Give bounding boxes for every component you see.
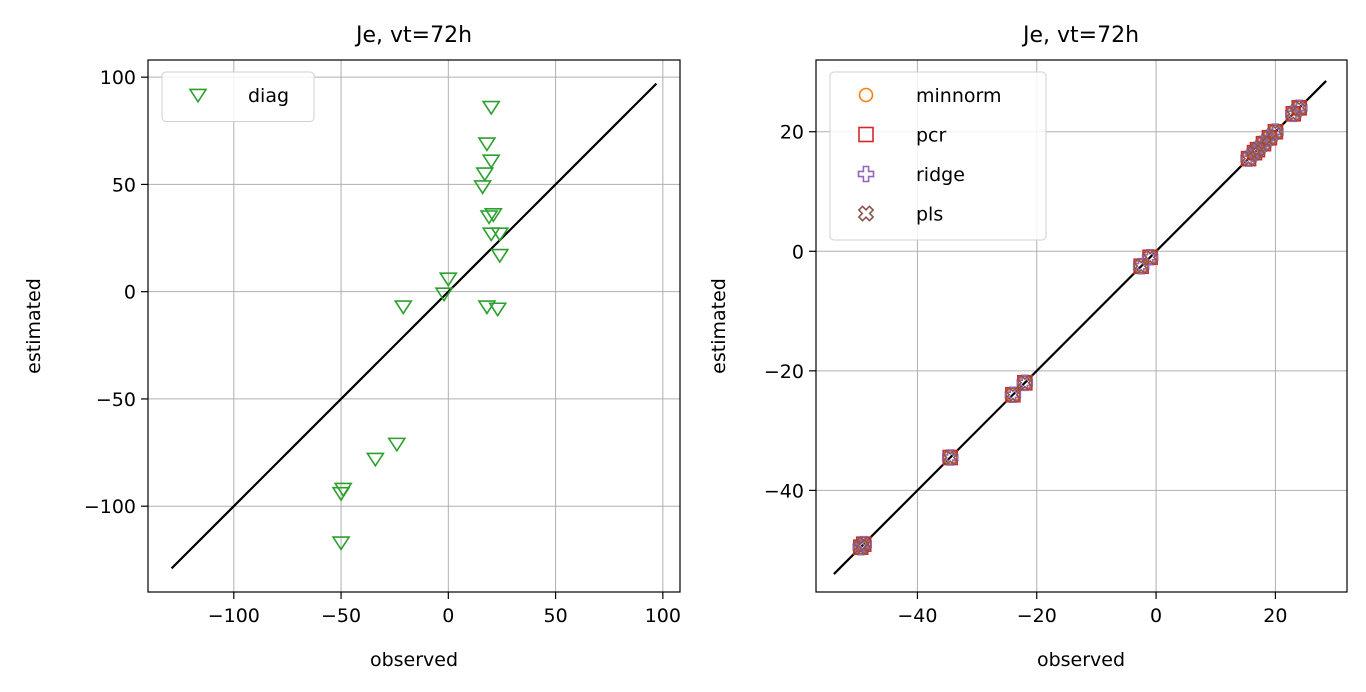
right-x-axis-label: observed — [1037, 649, 1125, 671]
left-chart-title: Je, vt=72h — [354, 23, 472, 48]
right-legend-marker-ridge — [857, 165, 875, 183]
diag-point — [434, 287, 454, 303]
ridge-point — [852, 538, 870, 556]
left-identity-line-path — [170, 82, 658, 570]
left-legend-marker-diag — [188, 88, 208, 104]
ridge-point — [1141, 248, 1159, 266]
right-y-ticks: −40 −20 0 20 — [764, 122, 816, 502]
pls-point — [1016, 374, 1034, 392]
ridge-point — [1132, 257, 1150, 275]
left-x-axis-label: observed — [370, 649, 458, 671]
diag-point — [479, 210, 499, 225]
left-legend-box — [161, 71, 315, 122]
diag-point — [490, 248, 510, 264]
left-legend: diag — [161, 71, 315, 122]
right-x-tick-label: 0 — [1150, 605, 1162, 627]
left-subplot: Je, vt=72h −100 −50 0 50 100 −100 −50 0 50 100 o… — [23, 23, 681, 671]
pls-point — [1132, 257, 1150, 275]
right-legend-label-ridge: ridge — [916, 164, 965, 186]
right-x-tick-label: 20 — [1263, 605, 1287, 627]
diag-point — [477, 300, 497, 315]
left-plot-frame — [147, 59, 681, 593]
left-y-tick-label: 0 — [124, 282, 136, 304]
left-data-points — [331, 100, 510, 551]
left-x-tick-label: 0 — [442, 605, 454, 627]
right-y-axis-label: estimated — [708, 278, 730, 374]
diag-point — [477, 137, 497, 152]
diag-point — [475, 167, 495, 182]
pls-point — [1290, 99, 1308, 117]
right-legend-label-pls: pls — [916, 204, 943, 226]
pls-point — [1141, 248, 1159, 266]
pls-point — [1004, 386, 1022, 404]
right-y-tick-label: −40 — [764, 480, 804, 502]
diag-point — [488, 302, 508, 318]
diag-point — [473, 180, 493, 195]
left-identity-line — [170, 82, 658, 570]
right-chart-title: Je, vt=72h — [1021, 23, 1139, 48]
right-y-tick-label: 0 — [792, 241, 804, 263]
ridge-point — [1016, 374, 1034, 392]
diag-point — [481, 154, 501, 170]
diag-point — [393, 300, 413, 315]
right-plot-frame — [815, 59, 1348, 593]
left-y-tick-label: −50 — [96, 389, 136, 411]
diag-point — [387, 437, 407, 453]
left-x-tick-label: −100 — [208, 605, 260, 627]
right-legend-marker-minnorm — [858, 87, 874, 103]
left-x-tick-label: 50 — [543, 605, 567, 627]
ridge-point — [1004, 386, 1022, 404]
diag-point — [331, 536, 351, 551]
right-x-tick-label: −20 — [1017, 605, 1057, 627]
left-x-tick-label: −50 — [321, 605, 361, 627]
pls-point — [941, 449, 959, 466]
ridge-point — [1246, 144, 1263, 161]
ridge-point — [1290, 99, 1308, 117]
right-data-points — [852, 99, 1308, 556]
left-y-tick-label: −100 — [84, 496, 136, 518]
left-gridlines — [148, 60, 680, 592]
left-y-tick-label: 100 — [100, 67, 136, 89]
diag-point — [331, 486, 351, 502]
left-y-axis-label: estimated — [23, 278, 45, 374]
left-y-tick-label: 50 — [112, 174, 136, 196]
right-legend-marker-pcr — [858, 126, 874, 143]
pls-point — [855, 535, 873, 553]
right-y-tick-label: −20 — [764, 361, 804, 383]
diag-point — [481, 100, 501, 116]
ridge-point — [1267, 123, 1284, 141]
right-x-ticks: −40 −20 0 20 — [897, 592, 1287, 627]
ridge-point — [941, 449, 959, 466]
right-legend: minnorm pcr ridge pls — [829, 71, 1047, 241]
diag-point — [481, 227, 501, 243]
right-x-tick-label: −40 — [897, 605, 937, 627]
left-x-tick-label: 100 — [645, 605, 681, 627]
diag-point — [483, 208, 503, 223]
pls-point — [1267, 123, 1284, 141]
diag-point — [365, 452, 385, 468]
diag-point — [438, 272, 458, 288]
left-y-ticks: −100 −50 0 50 100 — [84, 67, 148, 518]
left-legend-label-diag: diag — [248, 85, 289, 107]
right-legend-box — [829, 71, 1047, 241]
right-legend-marker-pls — [857, 205, 875, 222]
right-y-tick-label: 20 — [780, 122, 804, 144]
right-legend-label-pcr: pcr — [916, 125, 947, 147]
left-x-ticks: −100 −50 0 50 100 — [208, 592, 681, 627]
right-legend-label-minnorm: minnorm — [916, 85, 1001, 107]
